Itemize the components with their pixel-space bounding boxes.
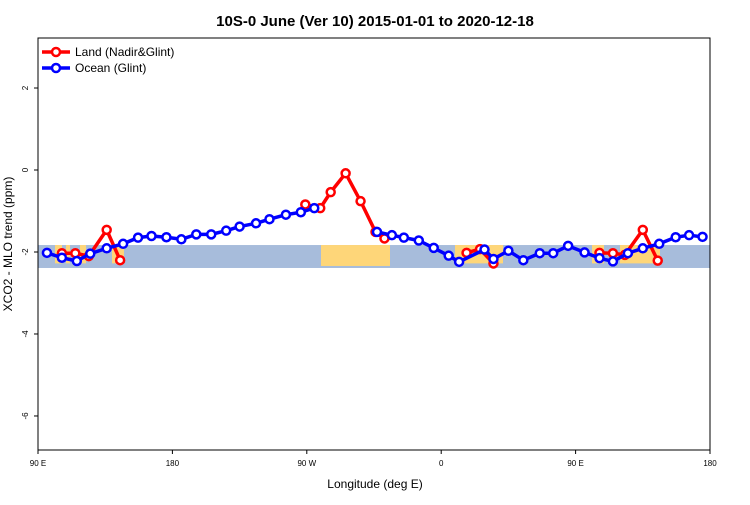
ocean-data-point: [205, 229, 217, 240]
ocean-data-point: [295, 206, 307, 218]
ocean-data-point: [413, 235, 425, 246]
ocean-data-point: [386, 229, 398, 241]
ocean-data-point: [161, 231, 172, 243]
legend-marker-ocean: [50, 62, 62, 74]
land-data-point: [114, 254, 126, 266]
chart-title: 10S-0 June (Ver 10) 2015-01-01 to 2020-1…: [216, 13, 534, 30]
y-tick-label: 2: [21, 85, 30, 90]
legend: Land (Nadir&Glint) Ocean (Glint): [42, 45, 174, 75]
land-data-point: [325, 186, 336, 198]
ocean-data-point: [191, 229, 202, 240]
x-axis-label: Longitude (deg E): [327, 477, 422, 491]
ocean-data-point: [488, 253, 499, 265]
ocean-data-point: [479, 244, 490, 255]
ocean-data-point: [653, 238, 665, 250]
y-tick-label: -2: [21, 248, 30, 256]
y-tick-label: -4: [21, 330, 30, 338]
ocean-data-point: [176, 234, 187, 245]
ocean-data-point: [579, 247, 590, 258]
ocean-data-point: [264, 213, 275, 225]
plot-frame: [37, 37, 711, 451]
ocean-data-point: [146, 230, 157, 242]
y-axis-label: XCO2 - MLO trend (ppm): [1, 177, 15, 312]
legend-label-land: Land (Nadir&Glint): [75, 45, 174, 59]
ocean-data-point: [309, 202, 320, 214]
x-tick-label: 180: [703, 459, 717, 468]
map-land-patch: [321, 245, 390, 266]
ocean-data-point: [534, 247, 546, 259]
ocean-data-point: [132, 232, 144, 243]
ocean-data-point: [637, 243, 649, 254]
legend-label-ocean: Ocean (Glint): [75, 61, 146, 75]
land-data-point: [355, 195, 366, 207]
land-data-point: [652, 255, 663, 266]
x-tick-label: 90 E: [30, 459, 46, 468]
x-tick-label: 0: [439, 459, 444, 468]
land-data-point: [637, 224, 649, 236]
ocean-data-point: [594, 252, 605, 264]
land-data-point: [101, 224, 112, 236]
x-tick-label: 90 E: [567, 459, 583, 468]
y-tick-label: -6: [21, 412, 30, 420]
ocean-data-point: [71, 255, 83, 267]
ocean-data-point: [670, 231, 681, 243]
ocean-data-point: [547, 247, 559, 259]
ocean-data-point: [622, 247, 634, 259]
ocean-data-point: [250, 218, 262, 229]
ocean-data-point: [85, 248, 96, 259]
ocean-data-point: [41, 247, 53, 259]
ocean-data-point: [280, 209, 292, 220]
ocean-data-point: [607, 256, 619, 267]
ocean-data-point: [371, 226, 383, 238]
ocean-data-point: [117, 238, 129, 250]
ocean-data-point: [443, 250, 454, 261]
ocean-data-point: [56, 252, 68, 263]
land-data-point: [340, 168, 351, 179]
legend-marker-land: [50, 46, 62, 58]
ocean-data-point: [562, 240, 574, 252]
ocean-data-point: [503, 245, 514, 257]
ocean-data-point: [101, 243, 112, 254]
x-tick-label: 90 W: [297, 459, 316, 468]
ocean-data-point: [697, 231, 708, 243]
land-data-point: [607, 247, 619, 259]
ocean-data-point: [398, 232, 410, 243]
land-data-point: [300, 199, 311, 210]
y-tick-label: 0: [21, 167, 30, 172]
ocean-data-point: [428, 242, 439, 254]
ocean-data-point: [453, 256, 465, 268]
ocean-data-point: [220, 225, 232, 236]
ocean-data-point: [683, 229, 695, 241]
x-tick-label: 180: [166, 459, 180, 468]
ocean-data-point: [234, 221, 245, 232]
ocean-data-point: [518, 254, 529, 266]
